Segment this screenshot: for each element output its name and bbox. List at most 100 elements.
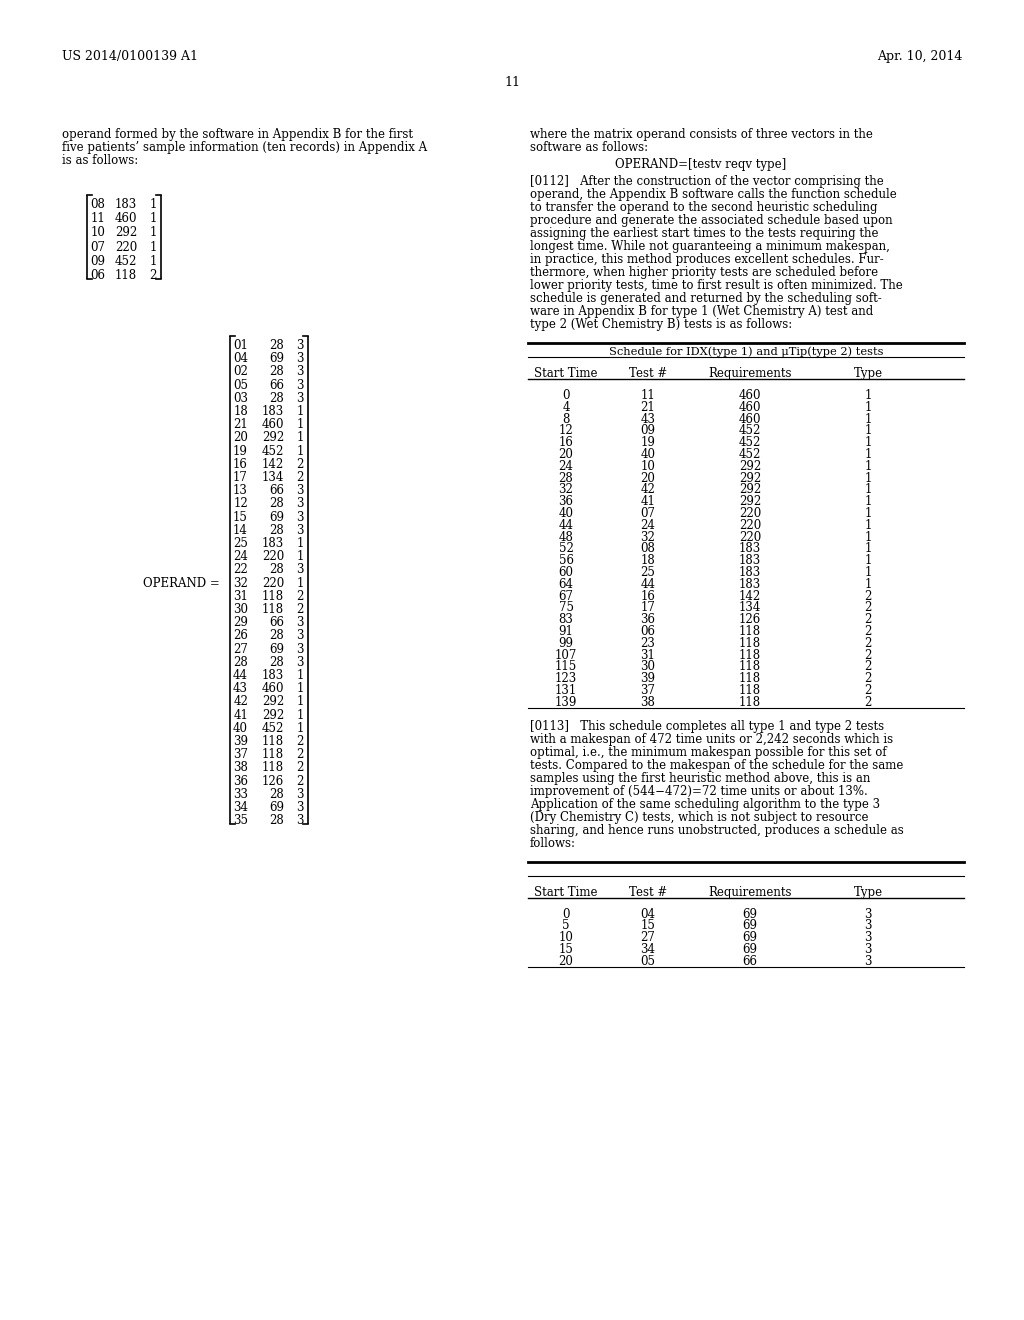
- Text: 118: 118: [115, 269, 137, 282]
- Text: 0: 0: [562, 908, 569, 920]
- Text: 28: 28: [269, 630, 284, 643]
- Text: 21: 21: [641, 401, 655, 413]
- Text: 2: 2: [297, 471, 304, 484]
- Text: 1: 1: [297, 445, 304, 458]
- Text: 183: 183: [739, 543, 761, 556]
- Text: with a makespan of 472 time units or 2,242 seconds which is: with a makespan of 472 time units or 2,2…: [530, 733, 893, 746]
- Text: 38: 38: [233, 762, 248, 775]
- Text: five patients’ sample information (ten records) in Appendix A: five patients’ sample information (ten r…: [62, 141, 427, 154]
- Text: 69: 69: [269, 352, 284, 366]
- Text: 44: 44: [558, 519, 573, 532]
- Text: 28: 28: [269, 814, 284, 828]
- Text: 2: 2: [864, 614, 871, 626]
- Text: 66: 66: [269, 616, 284, 630]
- Text: 69: 69: [742, 931, 758, 944]
- Text: Requirements: Requirements: [709, 886, 792, 899]
- Text: type 2 (Wet Chemistry B) tests is as follows:: type 2 (Wet Chemistry B) tests is as fol…: [530, 318, 793, 331]
- Text: 1: 1: [864, 471, 871, 484]
- Text: 1: 1: [297, 537, 304, 550]
- Text: 28: 28: [269, 366, 284, 379]
- Text: 123: 123: [555, 672, 578, 685]
- Text: 36: 36: [558, 495, 573, 508]
- Text: 460: 460: [738, 413, 761, 425]
- Text: 69: 69: [269, 511, 284, 524]
- Text: 15: 15: [558, 942, 573, 956]
- Text: Apr. 10, 2014: Apr. 10, 2014: [877, 50, 962, 63]
- Text: 3: 3: [297, 498, 304, 511]
- Text: 2: 2: [864, 648, 871, 661]
- Text: 2: 2: [864, 636, 871, 649]
- Text: tests. Compared to the makespan of the schedule for the same: tests. Compared to the makespan of the s…: [530, 759, 903, 772]
- Text: 31: 31: [233, 590, 248, 603]
- Text: 220: 220: [739, 531, 761, 544]
- Text: 1: 1: [864, 413, 871, 425]
- Text: 29: 29: [233, 616, 248, 630]
- Text: 19: 19: [641, 436, 655, 449]
- Text: 118: 118: [739, 672, 761, 685]
- Text: (Dry Chemistry C) tests, which is not subject to resource: (Dry Chemistry C) tests, which is not su…: [530, 810, 868, 824]
- Text: 48: 48: [558, 531, 573, 544]
- Text: 24: 24: [641, 519, 655, 532]
- Text: 292: 292: [739, 459, 761, 473]
- Text: 18: 18: [233, 405, 248, 418]
- Text: 3: 3: [297, 511, 304, 524]
- Text: 40: 40: [558, 507, 573, 520]
- Text: 28: 28: [269, 498, 284, 511]
- Text: Start Time: Start Time: [535, 367, 598, 380]
- Text: 118: 118: [739, 660, 761, 673]
- Text: 69: 69: [742, 908, 758, 920]
- Text: 118: 118: [262, 748, 284, 762]
- Text: 220: 220: [262, 550, 284, 564]
- Text: 1: 1: [297, 418, 304, 432]
- Text: 83: 83: [558, 614, 573, 626]
- Text: 11: 11: [641, 389, 655, 403]
- Text: 3: 3: [297, 524, 304, 537]
- Text: 3: 3: [297, 616, 304, 630]
- Text: sharing, and hence runs unobstructed, produces a schedule as: sharing, and hence runs unobstructed, pr…: [530, 824, 904, 837]
- Text: 1: 1: [864, 425, 871, 437]
- Text: 1: 1: [864, 483, 871, 496]
- Text: 66: 66: [742, 954, 758, 968]
- Text: 40: 40: [233, 722, 248, 735]
- Text: 20: 20: [233, 432, 248, 445]
- Text: 134: 134: [261, 471, 284, 484]
- Text: 452: 452: [261, 445, 284, 458]
- Text: 32: 32: [641, 531, 655, 544]
- Text: 139: 139: [555, 696, 578, 709]
- Text: 183: 183: [262, 405, 284, 418]
- Text: 292: 292: [262, 709, 284, 722]
- Text: 39: 39: [640, 672, 655, 685]
- Text: 1: 1: [297, 722, 304, 735]
- Text: 118: 118: [739, 624, 761, 638]
- Text: 16: 16: [641, 590, 655, 603]
- Text: 183: 183: [115, 198, 137, 211]
- Text: 220: 220: [739, 519, 761, 532]
- Text: 36: 36: [233, 775, 248, 788]
- Text: 3: 3: [297, 656, 304, 669]
- Text: 19: 19: [233, 445, 248, 458]
- Text: 99: 99: [558, 636, 573, 649]
- Text: 67: 67: [558, 590, 573, 603]
- Text: lower priority tests, time to first result is often minimized. The: lower priority tests, time to first resu…: [530, 279, 903, 292]
- Text: 39: 39: [233, 735, 248, 748]
- Text: 183: 183: [262, 537, 284, 550]
- Text: 292: 292: [262, 696, 284, 709]
- Text: Application of the same scheduling algorithm to the type 3: Application of the same scheduling algor…: [530, 797, 880, 810]
- Text: 5: 5: [562, 920, 569, 932]
- Text: 460: 460: [261, 682, 284, 696]
- Text: 3: 3: [297, 484, 304, 498]
- Text: 2: 2: [297, 590, 304, 603]
- Text: 60: 60: [558, 566, 573, 579]
- Text: 24: 24: [233, 550, 248, 564]
- Text: 126: 126: [739, 614, 761, 626]
- Text: 1: 1: [864, 566, 871, 579]
- Text: 01: 01: [233, 339, 248, 352]
- Text: 12: 12: [233, 498, 248, 511]
- Text: 91: 91: [558, 624, 573, 638]
- Text: 2: 2: [297, 775, 304, 788]
- Text: 142: 142: [262, 458, 284, 471]
- Text: 452: 452: [738, 447, 761, 461]
- Text: follows:: follows:: [530, 837, 575, 850]
- Text: 118: 118: [262, 603, 284, 616]
- Text: 1: 1: [297, 577, 304, 590]
